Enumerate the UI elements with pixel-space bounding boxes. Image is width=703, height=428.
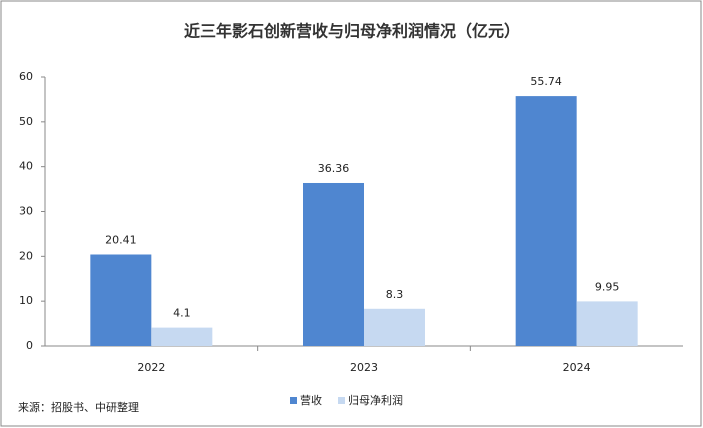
data-label: 8.3 (386, 288, 404, 301)
chart-title: 近三年影石创新营收与归母净利润情况（亿元） (184, 22, 520, 41)
bar (151, 327, 213, 346)
y-tick-label: 60 (19, 70, 33, 83)
x-tick-label: 2023 (350, 361, 378, 374)
data-label: 55.74 (530, 75, 562, 88)
bar (515, 96, 577, 346)
bar (90, 254, 152, 346)
data-label: 36.36 (318, 162, 350, 175)
y-tick-label: 40 (19, 160, 33, 173)
legend-swatch (338, 397, 345, 404)
legend-label: 营收 (300, 393, 322, 407)
y-tick-label: 0 (26, 339, 33, 352)
x-tick-label: 2022 (137, 361, 165, 374)
y-tick-label: 10 (19, 294, 33, 307)
y-tick-label: 20 (19, 249, 33, 262)
data-label: 4.1 (173, 307, 191, 320)
legend-label: 归母净利润 (348, 393, 403, 407)
legend-swatch (290, 397, 297, 404)
x-tick-label: 2024 (563, 361, 591, 374)
y-tick-label: 50 (19, 115, 33, 128)
bar (303, 182, 364, 346)
source-note: 来源：招股书、中研整理 (18, 400, 139, 414)
bar (576, 301, 638, 346)
data-label: 20.41 (105, 233, 137, 246)
bar (364, 308, 425, 346)
data-label: 9.95 (595, 280, 620, 293)
y-tick-label: 30 (19, 205, 33, 218)
